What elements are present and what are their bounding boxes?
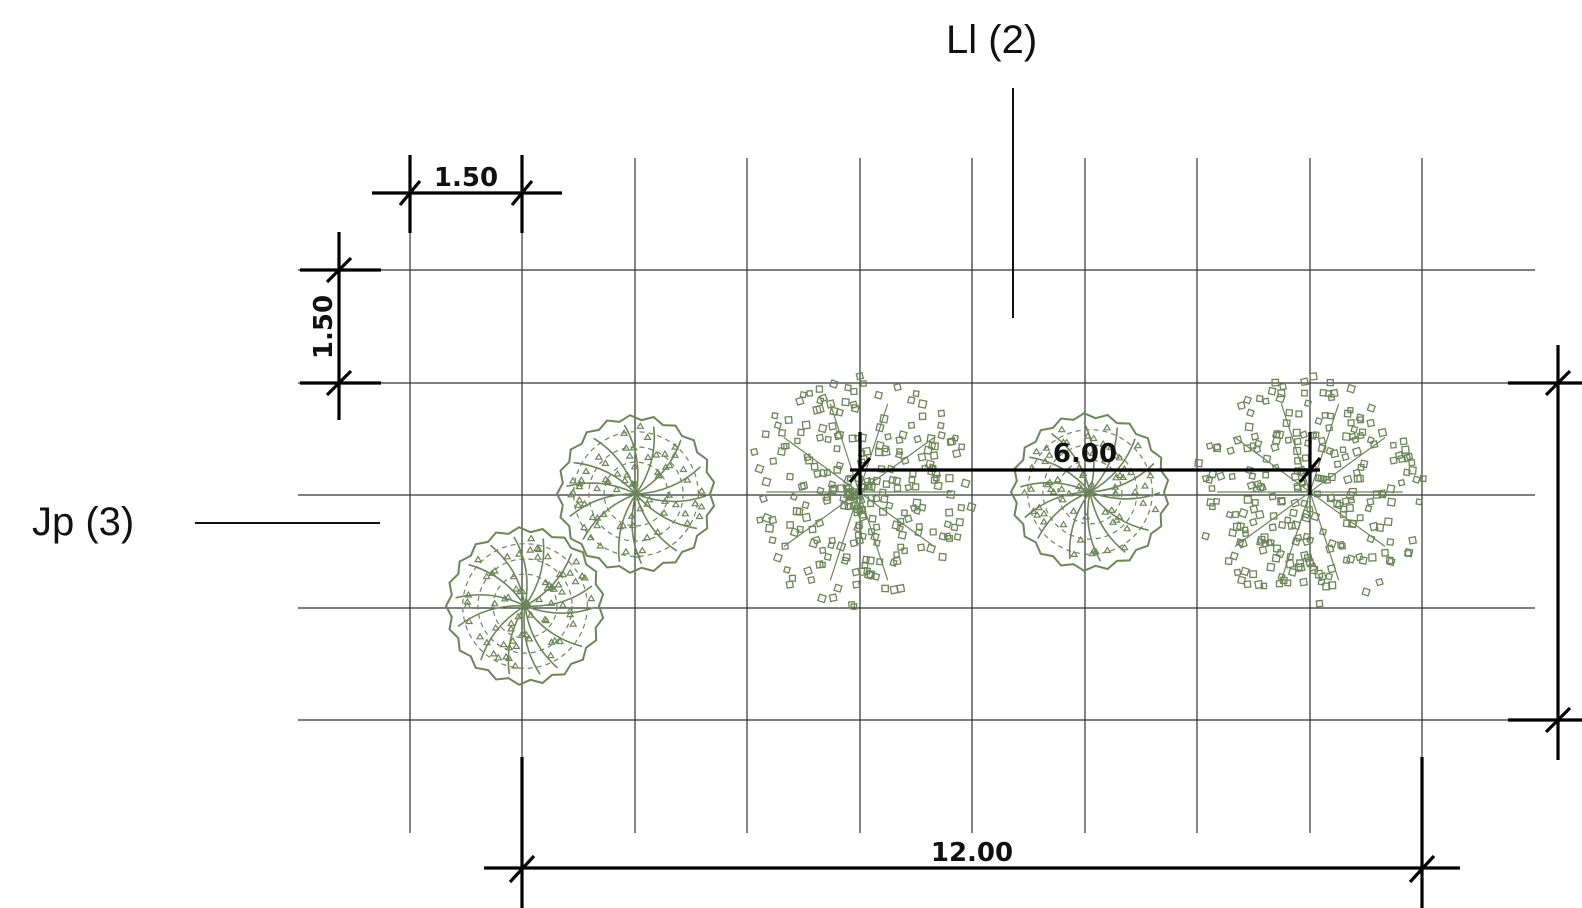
dimension-grid-x-label: 1.50 xyxy=(434,163,498,193)
dimension-grid-x: 1.50 xyxy=(372,155,562,233)
dimension-total-length-label: 12.00 xyxy=(931,838,1013,868)
tree-ll xyxy=(1194,372,1427,608)
tree-jp xyxy=(444,526,605,686)
ll-callout-label: Ll (2) xyxy=(946,18,1038,62)
tree-jp xyxy=(555,414,716,574)
dimension-grid-y: 1.50 xyxy=(300,232,381,420)
tree-symbols xyxy=(444,371,1427,686)
dimension-total-length: 12.00 xyxy=(484,757,1460,908)
tree-jp xyxy=(1009,412,1170,572)
dimension-tree-spacing: 6.00 xyxy=(848,432,1322,495)
tree-ll xyxy=(750,371,977,610)
dimension-tree-spacing-label: 6.00 xyxy=(1053,439,1117,469)
jp-callout-label: Jp (3) xyxy=(32,500,135,544)
dimension-grid-y-label: 1.50 xyxy=(309,295,339,359)
dimension-right-edge xyxy=(1508,345,1582,760)
